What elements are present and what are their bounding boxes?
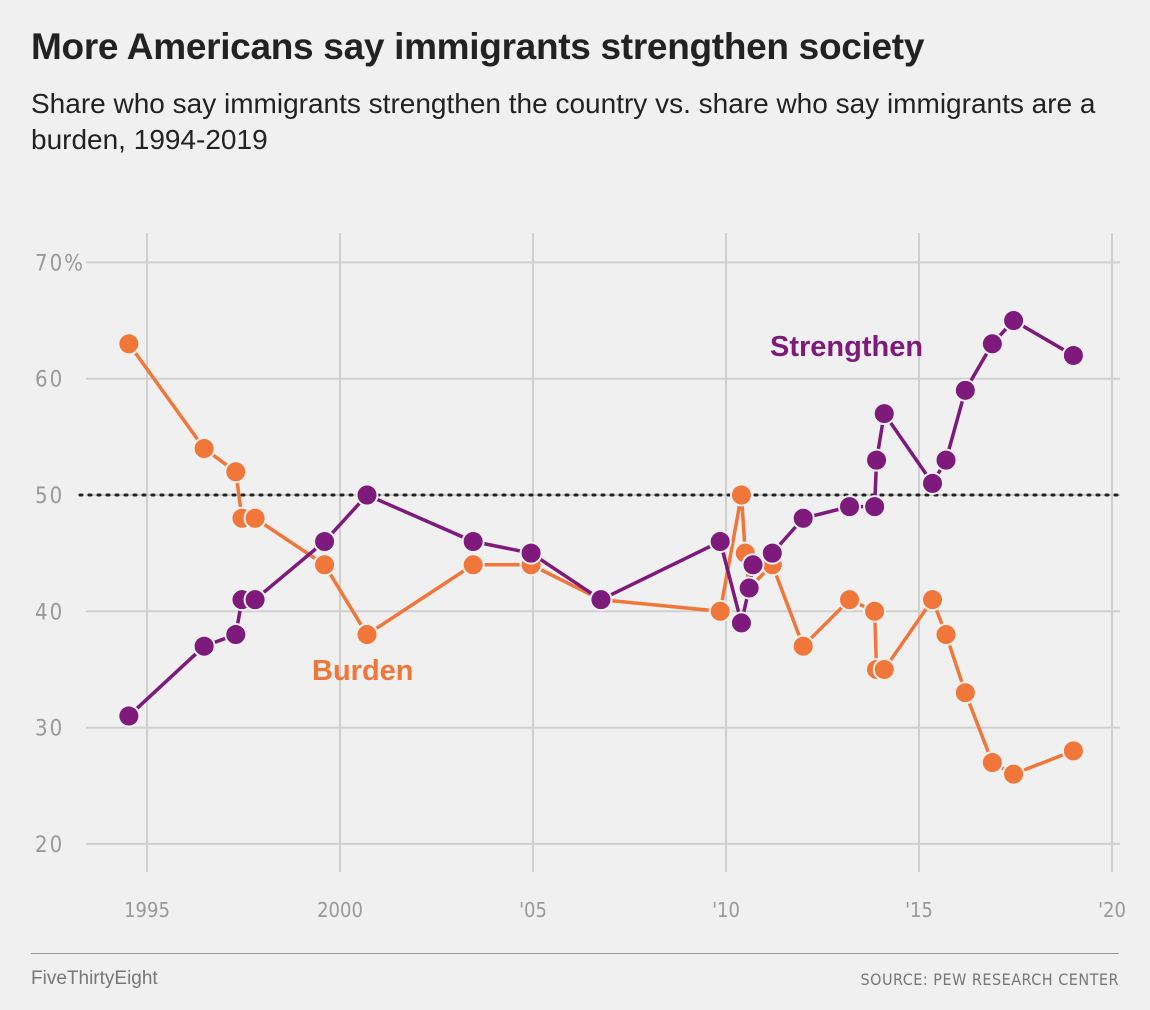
data-point-burden <box>863 599 887 623</box>
y-tick-label: 60 <box>35 368 64 393</box>
data-point-burden <box>729 483 753 507</box>
data-point-burden <box>1002 762 1026 786</box>
series-line-burden <box>127 342 1075 777</box>
data-point-burden <box>921 588 945 612</box>
data-point-burden <box>355 623 379 647</box>
data-point-strengthen <box>741 553 765 577</box>
data-point-strengthen <box>192 634 216 658</box>
y-tick-label: 40 <box>35 600 64 625</box>
data-point-strengthen <box>1061 343 1085 367</box>
data-point-burden <box>243 506 267 530</box>
data-point-burden <box>953 681 977 705</box>
data-point-strengthen <box>863 495 887 519</box>
data-point-strengthen <box>760 541 784 565</box>
brand-logo-text: FiveThirtyEight <box>31 968 158 989</box>
data-point-strengthen <box>953 378 977 402</box>
x-tick-label: '05 <box>519 898 547 922</box>
chart-title: More Americans say immigrants strengthen… <box>31 26 925 67</box>
data-point-strengthen <box>865 448 889 472</box>
data-point-burden <box>791 634 815 658</box>
data-point-strengthen <box>838 495 862 519</box>
y-tick-label: 30 <box>35 717 64 742</box>
footer-divider <box>31 953 1119 954</box>
data-point-strengthen <box>708 530 732 554</box>
series-label-strengthen: Strengthen <box>770 331 923 363</box>
data-point-strengthen <box>980 332 1004 356</box>
data-point-strengthen <box>117 704 141 728</box>
x-tick-label: '15 <box>905 898 933 922</box>
series-line-strengthen <box>127 318 1075 718</box>
data-point-strengthen <box>243 588 267 612</box>
data-point-strengthen <box>519 541 543 565</box>
data-point-strengthen <box>872 402 896 426</box>
data-point-burden <box>872 657 896 681</box>
chart-subtitle: Share who say immigrants strengthen the … <box>31 88 1096 155</box>
y-tick-label: 20 <box>35 833 64 858</box>
data-point-strengthen <box>224 623 248 647</box>
data-point-strengthen <box>921 471 945 495</box>
x-tick-label: '10 <box>712 898 740 922</box>
data-point-burden <box>313 553 337 577</box>
series-label-burden: Burden <box>312 655 414 687</box>
data-point-strengthen <box>355 483 379 507</box>
data-point-burden <box>192 436 216 460</box>
data-point-strengthen <box>791 506 815 530</box>
data-point-strengthen <box>737 576 761 600</box>
source-note: SOURCE: PEW RESEARCH CENTER <box>860 970 1119 989</box>
data-point-burden <box>224 460 248 484</box>
data-point-strengthen <box>313 530 337 554</box>
data-point-burden <box>934 623 958 647</box>
data-point-strengthen <box>589 588 613 612</box>
data-point-burden <box>117 332 141 356</box>
data-point-burden <box>708 599 732 623</box>
data-point-burden <box>980 750 1004 774</box>
data-point-strengthen <box>934 448 958 472</box>
data-point-strengthen <box>461 530 485 554</box>
data-point-burden <box>1061 739 1085 763</box>
data-point-strengthen <box>729 611 753 635</box>
x-tick-label: 1995 <box>124 898 170 922</box>
y-tick-label: 50 <box>35 484 64 509</box>
x-tick-label: 2000 <box>317 898 363 922</box>
data-point-burden <box>461 553 485 577</box>
y-tick-label: 70% <box>35 251 85 276</box>
data-point-burden <box>838 588 862 612</box>
data-point-strengthen <box>1002 309 1026 333</box>
x-tick-label: '20 <box>1098 898 1126 922</box>
